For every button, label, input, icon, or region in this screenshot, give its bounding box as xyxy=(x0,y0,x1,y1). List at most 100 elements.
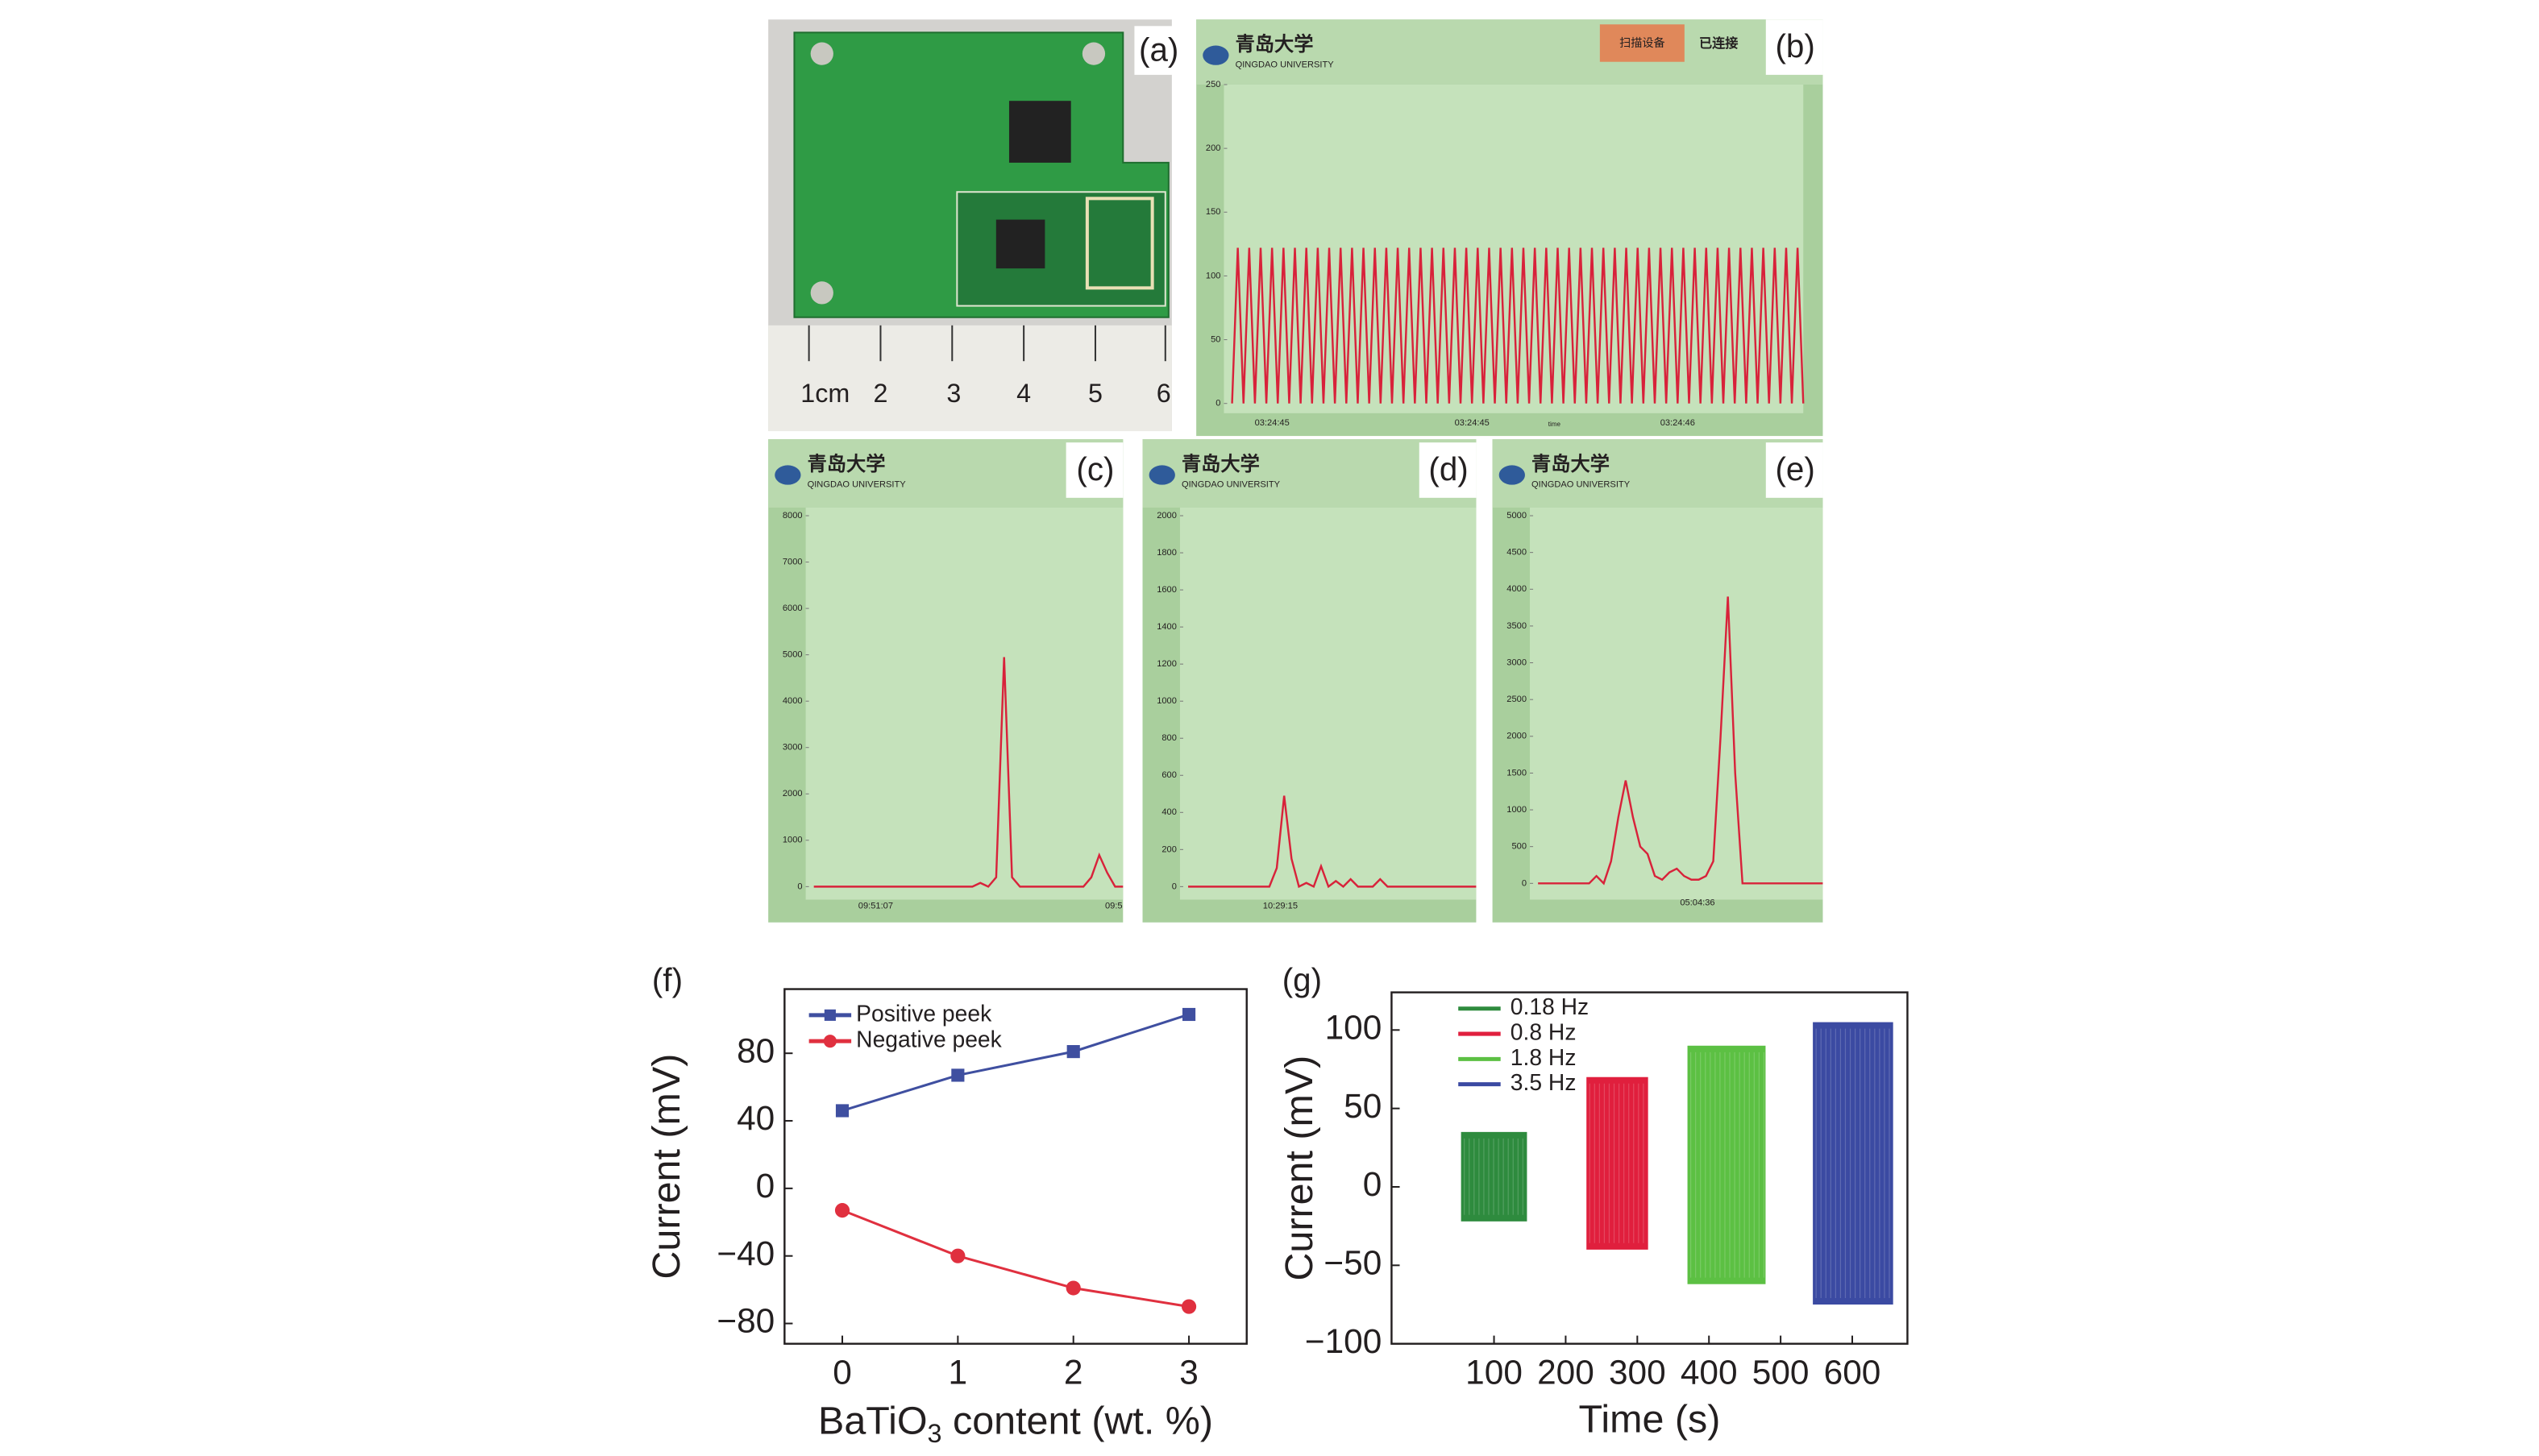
x-tick-label: 300 xyxy=(1609,1353,1666,1391)
panel-label: (e) xyxy=(1775,450,1814,487)
legend-label: 3.5 Hz xyxy=(1511,1069,1577,1095)
chip xyxy=(1008,101,1071,163)
y-tick-label: 1000 xyxy=(783,836,803,845)
plot-area xyxy=(805,507,1124,900)
x-axis-title: Time (s) xyxy=(1579,1397,1721,1441)
legend-label: 0.18 Hz xyxy=(1511,993,1589,1019)
y-tick-label: 5000 xyxy=(1506,511,1527,521)
x-tick-label: 1 xyxy=(949,1353,968,1391)
y-tick-label: 4000 xyxy=(1506,584,1527,594)
app-header xyxy=(1196,19,1823,85)
x-tick-label: 03:24:46 xyxy=(1660,418,1695,428)
data-line xyxy=(1231,247,1805,404)
y-tick-label: 100 xyxy=(1206,271,1221,280)
data-point xyxy=(951,1068,965,1082)
logo-cn: 青岛大学 xyxy=(1531,453,1610,475)
signal-band xyxy=(1687,1045,1766,1284)
y-tick-label: 100 xyxy=(1325,1009,1382,1047)
y-tick-label: 500 xyxy=(1511,842,1527,852)
y-tick-label: 6000 xyxy=(783,604,803,613)
y-tick-label: 0 xyxy=(1522,878,1527,888)
panel-label: (a) xyxy=(1139,31,1178,68)
x-tick-label: 03:24:45 xyxy=(1255,418,1290,428)
data-point xyxy=(1066,1280,1081,1296)
x-tick-label: 500 xyxy=(1752,1353,1810,1391)
legend-label: Negative peek xyxy=(856,1027,1002,1052)
y-tick-label: 50 xyxy=(1211,335,1220,345)
ruler-label: 4 xyxy=(1016,379,1031,408)
y-tick-label: 0 xyxy=(1215,399,1220,409)
band-texture xyxy=(1464,1138,1523,1215)
data-point xyxy=(835,1104,850,1118)
data-point xyxy=(1182,1007,1196,1022)
y-tick-label: 80 xyxy=(737,1031,775,1069)
y-tick-label: 250 xyxy=(1206,80,1221,89)
signal-band xyxy=(1586,1076,1648,1250)
panel-label: (f) xyxy=(652,961,683,998)
logo-en: QINGDAO UNIVERSITY xyxy=(808,480,907,490)
y-tick-label: 50 xyxy=(1344,1087,1382,1125)
y-tick-label: 150 xyxy=(1206,207,1221,217)
x-tick-label: 09:5 xyxy=(1105,902,1123,911)
y-tick-label: 2000 xyxy=(1506,732,1527,741)
ruler xyxy=(768,325,1172,432)
panel-label: (b) xyxy=(1775,27,1814,64)
logo-en: QINGDAO UNIVERSITY xyxy=(1531,480,1631,490)
ruler-ticks xyxy=(808,325,1166,362)
logo-emblem xyxy=(1203,45,1229,65)
legend-label: Positive peek xyxy=(856,1000,992,1026)
hole xyxy=(810,42,833,65)
x-tick-label: 3 xyxy=(1179,1353,1199,1391)
data-point xyxy=(1181,1299,1197,1314)
x-tick-label: 600 xyxy=(1824,1353,1881,1391)
y-tick-label: 1000 xyxy=(1157,696,1177,706)
data-line xyxy=(813,657,1124,888)
logo-emblem xyxy=(1498,465,1525,485)
y-axis-title: Current (mV) xyxy=(1278,1056,1321,1281)
series-line xyxy=(841,1209,1190,1309)
logo-emblem xyxy=(775,465,801,485)
y-tick-label: 200 xyxy=(1206,143,1221,153)
y-tick-label: 1000 xyxy=(1506,805,1527,815)
y-axis-title: Current (mV) xyxy=(645,1054,688,1280)
label-box xyxy=(1066,442,1124,498)
plot-frame xyxy=(783,988,1248,1345)
y-tick-label: 1200 xyxy=(1157,659,1177,669)
legend-label: 1.8 Hz xyxy=(1511,1044,1577,1070)
signal-band xyxy=(1461,1131,1527,1222)
y-tick-label: −50 xyxy=(1324,1244,1382,1282)
x-tick-label: 09:51:07 xyxy=(858,902,893,911)
y-tick-label: 600 xyxy=(1161,770,1177,780)
y-tick-label: 2000 xyxy=(783,789,803,799)
y-tick-label: 3000 xyxy=(783,743,803,753)
data-line xyxy=(1188,795,1477,889)
y-tick-label: 1800 xyxy=(1157,548,1177,558)
ruler-label: 1cm xyxy=(800,379,850,408)
band-texture xyxy=(1589,1083,1644,1243)
y-tick-label: 400 xyxy=(1161,807,1177,817)
data-point xyxy=(950,1248,966,1263)
y-tick-label: 2000 xyxy=(1157,511,1177,521)
y-tick-label: 4000 xyxy=(783,696,803,706)
data-point xyxy=(834,1203,850,1218)
plot-area xyxy=(1179,507,1477,900)
data-line xyxy=(1538,596,1823,886)
x-tick-label: 10:29:15 xyxy=(1263,902,1298,911)
logo-en: QINGDAO UNIVERSITY xyxy=(1182,480,1281,490)
y-tick-label: 7000 xyxy=(783,558,803,567)
y-tick-label: 800 xyxy=(1161,733,1177,743)
x-axis-title-part: BaTiO xyxy=(818,1399,927,1442)
legend-marker xyxy=(823,1035,837,1048)
band-texture xyxy=(1689,1052,1765,1278)
ruler-label: 3 xyxy=(946,379,961,408)
y-tick-label: 200 xyxy=(1161,844,1177,854)
y-tick-label: 0 xyxy=(1363,1165,1382,1203)
plot-frame xyxy=(1390,991,1909,1345)
legend-marker xyxy=(824,1009,836,1021)
legend-label: 0.8 Hz xyxy=(1511,1019,1577,1045)
hole xyxy=(810,281,833,305)
scan-button[interactable] xyxy=(1599,24,1685,62)
y-tick-label: 4500 xyxy=(1506,548,1527,558)
y-tick-label: 0 xyxy=(1172,881,1177,891)
panel-label: (d) xyxy=(1428,450,1468,487)
